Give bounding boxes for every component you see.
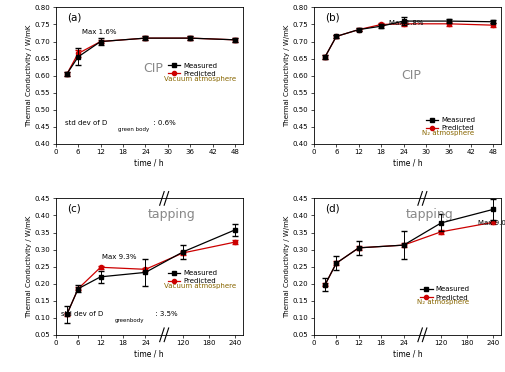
Y-axis label: Thermal Conductivity / W/mK: Thermal Conductivity / W/mK [26, 215, 31, 318]
X-axis label: time / h: time / h [392, 158, 421, 167]
Text: Max 1.8%: Max 1.8% [388, 20, 422, 26]
Text: Vacuum atmosphere: Vacuum atmosphere [164, 76, 236, 81]
Y-axis label: Thermal Conductivity / W/mK: Thermal Conductivity / W/mK [283, 215, 289, 318]
Text: N₂ atmosphere: N₂ atmosphere [422, 130, 474, 136]
Text: tapping: tapping [147, 208, 195, 221]
Text: Vacuum atmosphere: Vacuum atmosphere [164, 283, 236, 289]
Text: CIP: CIP [400, 69, 420, 82]
Text: Max 9.0%: Max 9.0% [477, 220, 505, 226]
Text: Max 1.6%: Max 1.6% [82, 29, 116, 35]
X-axis label: time / h: time / h [134, 349, 164, 358]
X-axis label: time / h: time / h [392, 349, 421, 358]
Text: (c): (c) [67, 204, 80, 214]
Text: (d): (d) [324, 204, 339, 214]
Y-axis label: Thermal Conductivity / W/mK: Thermal Conductivity / W/mK [283, 25, 289, 127]
Text: greenbody: greenbody [114, 318, 144, 323]
Legend: Measured, Predicted: Measured, Predicted [167, 63, 217, 77]
Text: std dev of D: std dev of D [65, 120, 107, 126]
Y-axis label: Thermal Conductivity / W/mK: Thermal Conductivity / W/mK [26, 25, 31, 127]
Text: CIP: CIP [143, 62, 163, 75]
Text: : 0.6%: : 0.6% [151, 120, 175, 126]
Text: (b): (b) [324, 13, 339, 23]
Text: Max 9.3%: Max 9.3% [102, 254, 137, 260]
Text: tapping: tapping [405, 208, 453, 221]
Text: N₂ atmosphere: N₂ atmosphere [416, 299, 468, 305]
Text: std dev of D: std dev of D [61, 311, 104, 317]
Text: : 3.5%: : 3.5% [153, 311, 177, 317]
Text: (a): (a) [67, 13, 81, 23]
Legend: Measured, Predicted: Measured, Predicted [167, 270, 217, 284]
Text: green body: green body [118, 126, 149, 132]
X-axis label: time / h: time / h [134, 158, 164, 167]
Legend: Measured, Predicted: Measured, Predicted [425, 117, 474, 131]
Legend: Measured, Predicted: Measured, Predicted [419, 286, 469, 301]
